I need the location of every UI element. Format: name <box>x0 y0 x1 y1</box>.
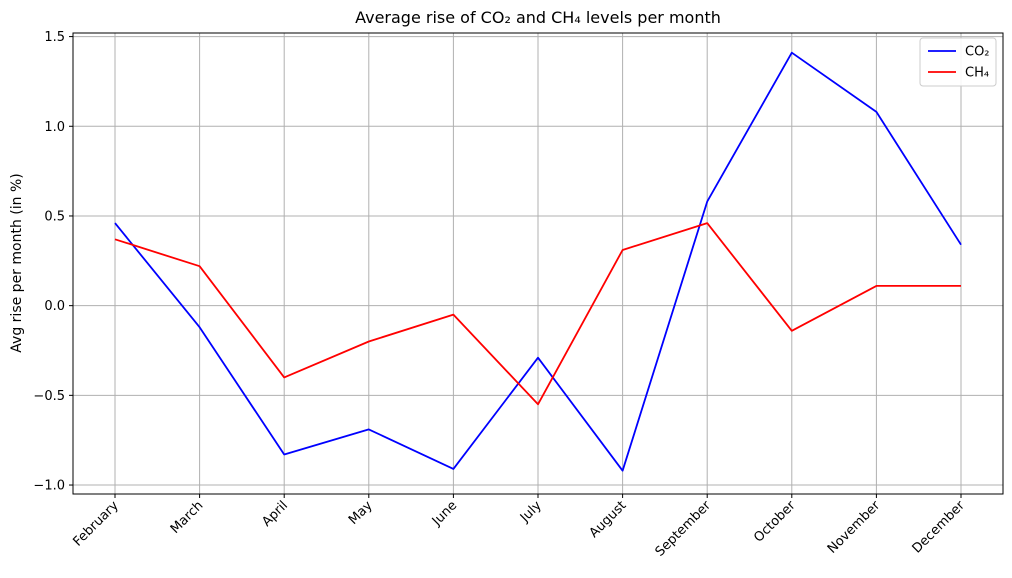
y-tick-label: 1.0 <box>44 120 65 135</box>
y-tick-label: −0.5 <box>33 389 65 404</box>
series-line-2 <box>114 222 961 406</box>
x-tick-label: December <box>910 498 969 557</box>
y-axis-label: Avg rise per month (in %) <box>9 173 25 352</box>
legend-box <box>919 37 997 87</box>
series-lines <box>114 51 962 472</box>
x-tick-label: September <box>653 498 715 560</box>
x-tick-label: October <box>751 498 799 546</box>
x-axis-ticks: February March April May June July August Septe… <box>70 494 968 560</box>
x-tick-label: August <box>587 498 630 541</box>
x-tick-label: July <box>517 498 545 526</box>
x-tick-label: March <box>168 498 207 537</box>
x-tick-label: November <box>825 498 884 557</box>
x-tick-label: June <box>429 498 460 529</box>
x-tick-label: February <box>70 498 122 550</box>
legend-label: CO₂ <box>965 45 990 60</box>
grid <box>73 33 1003 494</box>
chart-title: Average rise of CO₂ and CH₄ levels per m… <box>355 8 721 27</box>
y-tick-label: 1.5 <box>44 30 65 45</box>
series-line-1 <box>114 51 962 472</box>
x-tick-label: April <box>259 498 291 530</box>
y-tick-label: 0.0 <box>44 299 65 314</box>
y-axis-ticks: −1.0 −0.5 0.0 0.5 1.0 1.5 <box>33 30 73 494</box>
legend: CO₂ CH₄ <box>919 37 997 87</box>
legend-label: CH₄ <box>965 66 989 81</box>
y-tick-label: 0.5 <box>44 209 65 224</box>
x-tick-label: May <box>346 498 376 528</box>
y-tick-label: −1.0 <box>33 479 65 494</box>
